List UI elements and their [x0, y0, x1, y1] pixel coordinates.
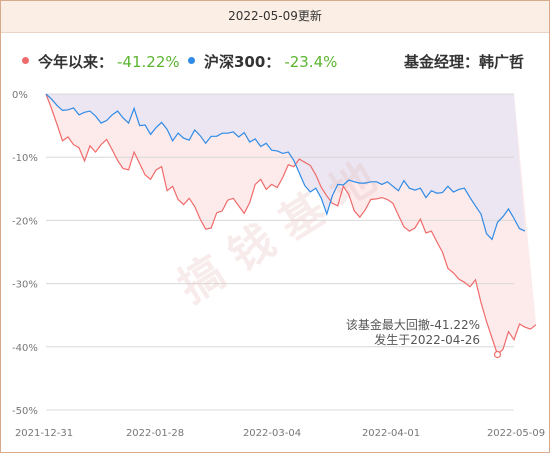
legend-item-index[interactable]: 沪深300： -23.4%: [188, 51, 337, 72]
fund-dot-icon: [22, 57, 29, 64]
y-tick-label: 0%: [12, 90, 28, 101]
legend: 今年以来： -41.22% 沪深300： -23.4%: [0, 51, 550, 73]
fund-label: 今年以来：: [38, 53, 114, 71]
max-drawdown-marker: [493, 350, 502, 359]
y-tick-label: -50%: [12, 406, 38, 417]
y-tick-label: -30%: [12, 280, 38, 291]
x-tick-label: 2022-05-09: [487, 428, 545, 439]
y-tick-label: -10%: [12, 153, 38, 164]
index-return-value: -23.4%: [284, 53, 338, 71]
max-drawdown-annotation: 该基金最大回撤-41.22%: [346, 317, 480, 332]
x-tick-label: 2022-01-28: [126, 428, 184, 439]
index-label: 沪深300：: [204, 53, 281, 71]
index-line: [45, 93, 526, 241]
x-tick-label: 2022-03-04: [243, 428, 301, 439]
y-tick-label: -20%: [12, 216, 38, 227]
legend-item-fund[interactable]: 今年以来： -41.22%: [22, 51, 180, 72]
index-dot-icon: [188, 57, 195, 64]
update-header: 2022-05-09更新: [1, 1, 549, 33]
index-area-overlay: [46, 94, 525, 240]
fund-return-value: -41.22%: [117, 53, 180, 71]
x-tick-label: 2022-04-01: [362, 428, 420, 439]
y-tick-label: -40%: [12, 343, 38, 354]
fund-line: [45, 93, 537, 356]
x-tick-label: 2021-12-31: [15, 428, 73, 439]
max-drawdown-date: 发生于2022-04-26: [374, 332, 480, 347]
fund-manager: 基金经理：韩广哲: [403, 53, 524, 71]
